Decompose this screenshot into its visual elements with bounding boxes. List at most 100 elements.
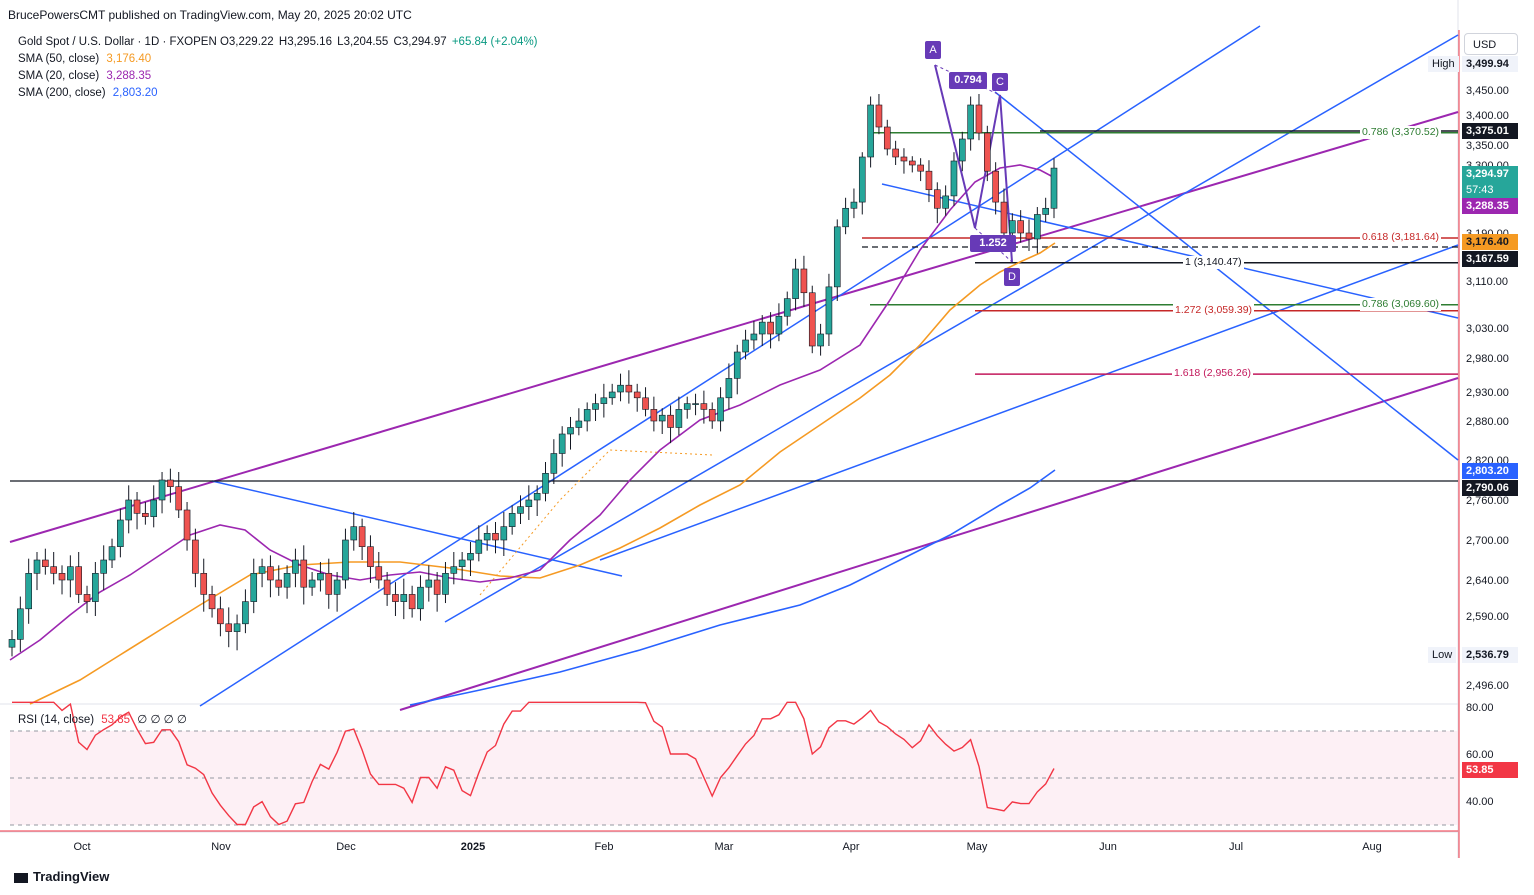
candle-body[interactable] bbox=[1042, 207, 1049, 215]
candle-body[interactable] bbox=[558, 433, 566, 454]
candle-body[interactable] bbox=[292, 559, 299, 574]
candle-body[interactable] bbox=[83, 594, 91, 602]
candle-body[interactable] bbox=[617, 384, 624, 393]
candle-body[interactable] bbox=[208, 594, 216, 610]
candle-body[interactable] bbox=[658, 414, 666, 422]
candle-body[interactable] bbox=[33, 559, 41, 574]
candle-body[interactable] bbox=[475, 539, 483, 554]
candle-body[interactable] bbox=[525, 499, 533, 507]
candle-body[interactable] bbox=[67, 566, 74, 581]
candle-body[interactable] bbox=[192, 539, 199, 574]
candle-body[interactable] bbox=[100, 559, 107, 574]
candle-body[interactable] bbox=[842, 207, 849, 228]
candle-body[interactable] bbox=[8, 639, 16, 648]
candle-body[interactable] bbox=[517, 506, 524, 514]
candle-body[interactable] bbox=[250, 573, 258, 602]
candle-body[interactable] bbox=[1017, 220, 1024, 234]
candle-body[interactable] bbox=[200, 573, 208, 595]
candle-body[interactable] bbox=[267, 566, 274, 581]
currency-selector[interactable]: USD bbox=[1464, 33, 1518, 55]
candle-body[interactable] bbox=[808, 292, 816, 347]
rsi-axis[interactable]: 80.00 60.00 40.00 bbox=[1466, 702, 1494, 808]
candle-body[interactable] bbox=[708, 409, 716, 422]
candle-body[interactable] bbox=[975, 104, 983, 134]
candle-body[interactable] bbox=[850, 201, 858, 209]
candle-body[interactable] bbox=[17, 608, 24, 640]
candle-body[interactable] bbox=[608, 391, 616, 399]
candle-body[interactable] bbox=[959, 138, 966, 162]
candle-body[interactable] bbox=[550, 453, 558, 474]
time-axis[interactable]: Oct Nov Dec 2025 Feb Mar Apr May Jun Jul Aug bbox=[73, 841, 1381, 853]
candle-body[interactable] bbox=[725, 378, 733, 399]
candle-body[interactable] bbox=[283, 573, 291, 588]
candle-body[interactable] bbox=[42, 559, 49, 567]
candle-body[interactable] bbox=[92, 573, 99, 602]
candle-body[interactable] bbox=[917, 164, 924, 172]
candle-body[interactable] bbox=[767, 321, 774, 335]
candle-body[interactable] bbox=[942, 195, 949, 209]
candle-body[interactable] bbox=[717, 397, 724, 422]
candle-body[interactable] bbox=[867, 104, 874, 158]
candle-body[interactable] bbox=[825, 286, 833, 335]
symbol-row[interactable]: Gold Spot / U.S. Dollar · 1D · FXOPEN O3… bbox=[18, 34, 540, 51]
candle-body[interactable] bbox=[167, 479, 174, 487]
candle-body[interactable] bbox=[533, 493, 541, 501]
candle-body[interactable] bbox=[467, 553, 474, 561]
candle-body[interactable] bbox=[883, 126, 891, 150]
candle-body[interactable] bbox=[633, 391, 641, 399]
candle-body[interactable] bbox=[442, 573, 449, 595]
indicator-sma200[interactable]: SMA (200, close) 2,803.20 bbox=[18, 85, 540, 102]
candle-body[interactable] bbox=[350, 526, 358, 541]
candle-body[interactable] bbox=[233, 623, 241, 632]
candle-body[interactable] bbox=[308, 579, 316, 588]
candle-body[interactable] bbox=[667, 414, 674, 428]
candle-body[interactable] bbox=[908, 160, 916, 166]
candle-body[interactable] bbox=[875, 104, 883, 128]
candle-body[interactable] bbox=[950, 160, 958, 197]
candle-body[interactable] bbox=[817, 333, 824, 347]
candle-body[interactable] bbox=[383, 579, 391, 595]
candle-body[interactable] bbox=[567, 427, 574, 435]
candle-body[interactable] bbox=[925, 170, 933, 191]
candle-body[interactable] bbox=[408, 594, 416, 610]
rsi-legend[interactable]: RSI (14, close) 53.85 ∅ ∅ ∅ ∅ bbox=[18, 712, 187, 726]
candle-body[interactable] bbox=[258, 566, 266, 574]
candle-body[interactable] bbox=[775, 315, 783, 335]
candle-body[interactable] bbox=[967, 104, 974, 140]
candle-body[interactable] bbox=[25, 573, 32, 610]
candle-body[interactable] bbox=[217, 608, 224, 625]
candle-body[interactable] bbox=[150, 499, 158, 517]
candle-body[interactable] bbox=[392, 594, 399, 602]
candle-body[interactable] bbox=[492, 533, 499, 541]
candle-body[interactable] bbox=[50, 566, 57, 574]
candle-body[interactable] bbox=[400, 594, 408, 602]
candle-body[interactable] bbox=[333, 579, 341, 595]
candle-body[interactable] bbox=[58, 573, 66, 581]
candle-body[interactable] bbox=[858, 156, 866, 203]
candle-body[interactable] bbox=[542, 473, 549, 494]
candle-body[interactable] bbox=[1009, 220, 1016, 234]
candle-body[interactable] bbox=[450, 566, 458, 574]
candle-body[interactable] bbox=[483, 533, 491, 541]
candle-body[interactable] bbox=[833, 226, 841, 288]
candle-body[interactable] bbox=[117, 519, 124, 547]
candle-body[interactable] bbox=[575, 420, 583, 428]
candle-body[interactable] bbox=[458, 559, 466, 567]
candle-body[interactable] bbox=[900, 156, 908, 162]
candle-body[interactable] bbox=[592, 403, 599, 410]
candle-body[interactable] bbox=[642, 397, 649, 410]
trendlines[interactable] bbox=[9, 25, 1459, 711]
candle-body[interactable] bbox=[225, 623, 233, 632]
candle-body[interactable] bbox=[733, 351, 741, 379]
candle-body[interactable] bbox=[742, 339, 749, 353]
candle-body[interactable] bbox=[650, 409, 658, 422]
candle-body[interactable] bbox=[375, 566, 383, 581]
tradingview-footer[interactable]: TradingView bbox=[14, 869, 109, 884]
candle-body[interactable] bbox=[675, 409, 683, 428]
candle-body[interactable] bbox=[792, 268, 799, 299]
candle-body[interactable] bbox=[300, 559, 308, 588]
candle-body[interactable] bbox=[425, 579, 433, 588]
candle-body[interactable] bbox=[692, 403, 699, 405]
candle-body[interactable] bbox=[133, 499, 141, 514]
candle-body[interactable] bbox=[158, 479, 166, 501]
